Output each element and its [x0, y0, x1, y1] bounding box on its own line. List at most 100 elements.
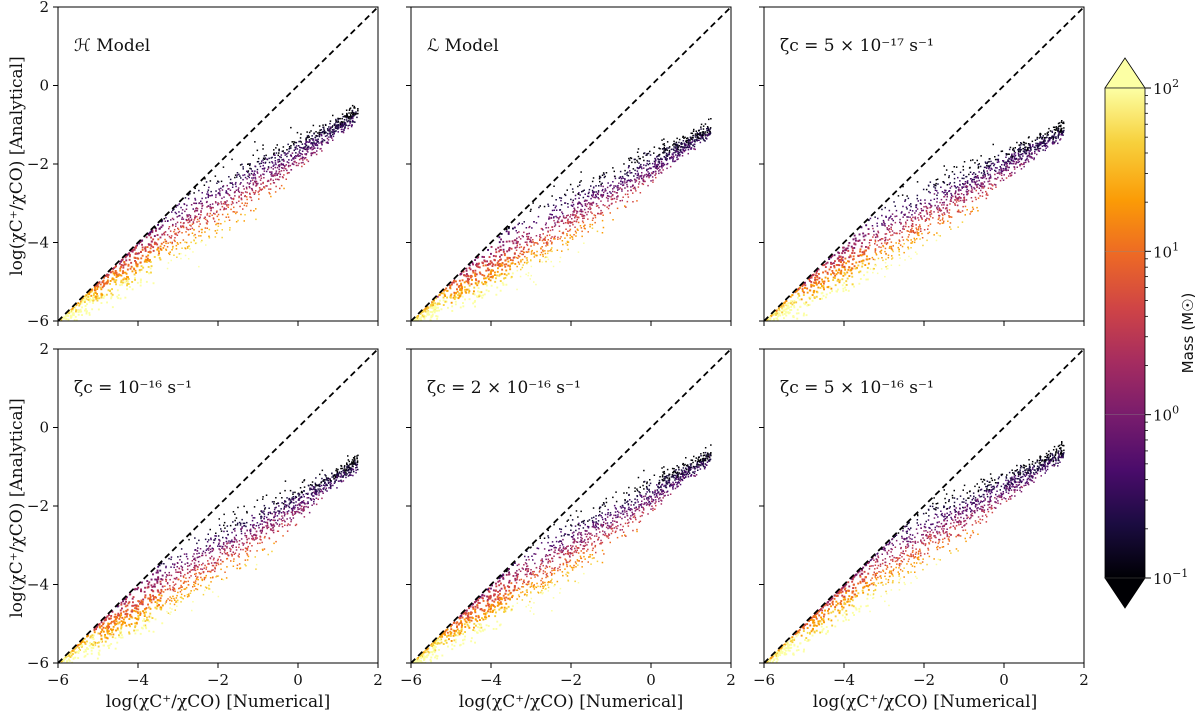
data-point	[67, 311, 70, 314]
data-point	[201, 202, 203, 205]
data-point	[1058, 122, 1061, 124]
data-point	[946, 207, 948, 209]
data-point	[591, 204, 593, 206]
data-point	[867, 228, 870, 230]
data-point	[516, 237, 518, 240]
data-point	[671, 153, 674, 155]
data-point	[604, 204, 606, 207]
data-point	[613, 191, 616, 193]
data-point	[953, 173, 956, 175]
data-point	[943, 192, 945, 194]
data-point	[817, 268, 820, 271]
data-point	[577, 203, 579, 205]
data-point	[959, 189, 962, 191]
data-point	[516, 232, 519, 234]
data-point	[609, 185, 611, 187]
data-point	[261, 168, 264, 170]
data-point	[148, 243, 151, 246]
data-point	[175, 232, 177, 234]
data-point	[139, 284, 142, 287]
data-point	[869, 258, 871, 260]
data-point	[963, 183, 965, 186]
data-point	[892, 245, 894, 247]
data-point	[959, 180, 961, 182]
data-point	[999, 179, 1002, 182]
data-point	[922, 188, 925, 191]
data-point	[246, 559, 249, 561]
data-point	[1040, 133, 1042, 135]
data-point	[492, 255, 495, 257]
data-point	[536, 254, 538, 257]
data-point	[219, 194, 221, 197]
data-point	[99, 286, 102, 289]
data-point	[907, 248, 910, 250]
data-point	[199, 223, 201, 225]
data-point	[1054, 137, 1057, 139]
data-point	[185, 241, 188, 244]
data-point	[941, 204, 943, 206]
data-point	[808, 277, 811, 280]
data-point	[987, 194, 989, 196]
data-point	[891, 249, 894, 251]
data-point	[79, 308, 82, 311]
data-point	[80, 301, 82, 303]
data-point	[948, 190, 951, 192]
data-point	[502, 250, 505, 253]
data-point	[963, 161, 966, 163]
data-point	[302, 147, 304, 149]
data-point	[519, 275, 522, 278]
data-point	[1058, 131, 1060, 133]
data-point	[137, 257, 140, 260]
data-point	[842, 287, 845, 290]
data-point	[925, 188, 928, 191]
data-point	[523, 231, 525, 234]
data-point	[529, 238, 531, 241]
data-point	[939, 235, 941, 237]
data-point	[884, 242, 886, 244]
data-point	[675, 143, 678, 145]
data-point	[579, 213, 582, 215]
data-point	[781, 307, 784, 310]
data-point	[639, 157, 641, 160]
data-point	[497, 246, 500, 249]
data-point	[1005, 166, 1007, 168]
data-point	[989, 175, 992, 177]
data-point	[307, 160, 310, 163]
data-point	[803, 302, 805, 305]
data-point	[844, 249, 847, 251]
data-point	[126, 288, 128, 291]
data-point	[345, 124, 347, 126]
data-point	[81, 306, 83, 309]
data-point	[321, 150, 323, 152]
data-point	[816, 276, 819, 278]
data-point	[505, 274, 508, 277]
data-point	[641, 182, 644, 185]
data-point	[160, 220, 163, 223]
data-point	[1047, 141, 1049, 143]
data-point	[574, 215, 577, 218]
data-point	[217, 213, 220, 216]
data-point	[646, 160, 649, 162]
data-point	[642, 176, 645, 178]
data-point	[911, 223, 914, 225]
data-point	[156, 234, 159, 236]
data-point	[803, 312, 805, 315]
data-point	[811, 294, 814, 296]
data-point	[429, 318, 432, 321]
data-point	[1054, 141, 1056, 144]
data-point	[271, 171, 273, 173]
data-point	[970, 197, 973, 199]
data-point	[65, 314, 68, 316]
data-point	[859, 248, 862, 251]
data-point	[162, 247, 164, 249]
data-point	[592, 194, 595, 196]
data-point	[673, 155, 675, 158]
data-point	[515, 230, 517, 232]
data-point	[678, 151, 680, 154]
data-point	[295, 155, 297, 157]
data-point	[345, 109, 348, 111]
data-point	[173, 230, 175, 233]
data-point	[581, 235, 583, 238]
data-point	[663, 147, 665, 149]
data-point	[244, 195, 246, 197]
